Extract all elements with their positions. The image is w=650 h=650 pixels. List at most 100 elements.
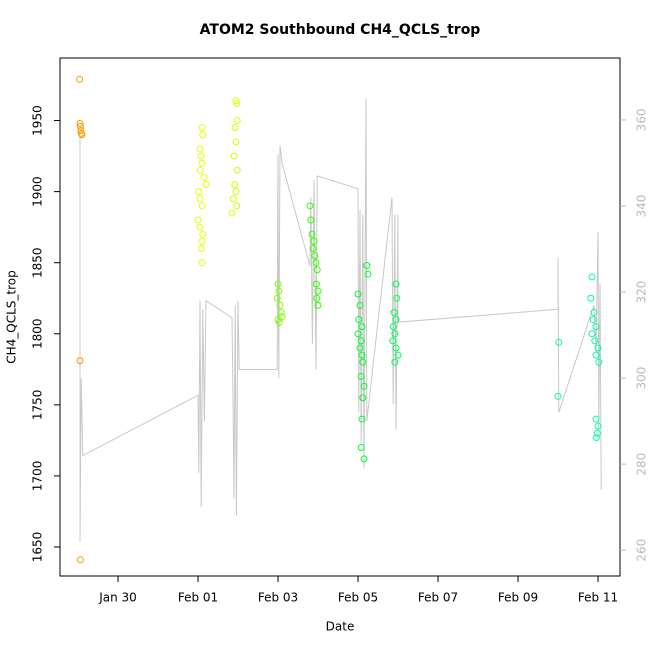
point [354, 330, 362, 338]
point [195, 188, 203, 196]
point [276, 301, 284, 309]
y-tick-label: 1850 [31, 247, 45, 278]
point [357, 443, 365, 451]
point [358, 323, 366, 331]
point [554, 392, 562, 400]
point [359, 358, 367, 366]
x-axis-label: Date [326, 620, 355, 634]
point [591, 337, 599, 345]
point [196, 195, 204, 203]
point [77, 129, 85, 137]
line [79, 98, 602, 542]
y-tick-label: 1700 [31, 461, 45, 492]
point [312, 280, 320, 288]
point [589, 316, 597, 324]
x-tick-label: Feb 05 [338, 591, 378, 605]
point [78, 131, 86, 139]
point [594, 344, 602, 352]
point [273, 294, 281, 302]
point [196, 166, 204, 174]
point [595, 358, 603, 366]
point [313, 266, 321, 274]
point [199, 131, 207, 139]
y-tick-label: 1650 [31, 532, 45, 563]
point [199, 230, 207, 238]
point [555, 338, 563, 346]
point [275, 287, 283, 295]
point [389, 323, 397, 331]
point [356, 301, 364, 309]
point [230, 152, 238, 160]
point [392, 316, 400, 324]
point [233, 99, 241, 107]
point [197, 152, 205, 160]
point [231, 181, 239, 189]
point [592, 323, 600, 331]
point [354, 290, 362, 298]
y-axis-label: CH4_QCLS_trop [5, 270, 19, 364]
point [359, 394, 367, 402]
point [76, 75, 84, 83]
point [232, 188, 240, 196]
point [357, 337, 365, 345]
point [394, 351, 402, 359]
point [314, 301, 322, 309]
point [198, 124, 206, 132]
point [76, 119, 84, 127]
point [77, 126, 85, 134]
point [307, 216, 315, 224]
point [389, 337, 397, 345]
point [590, 308, 598, 316]
point [194, 216, 202, 224]
chart-title: ATOM2 Southbound CH4_QCLS_trop [200, 22, 481, 38]
point [233, 166, 241, 174]
point [588, 330, 596, 338]
y2-tick-label: 340 [635, 195, 649, 218]
point [275, 318, 283, 326]
point [391, 330, 399, 338]
y2-tick-label: 300 [635, 367, 649, 390]
y2-tick-label: 260 [635, 539, 649, 562]
y-tick-label: 1800 [31, 319, 45, 350]
y2-tick-label: 320 [635, 281, 649, 304]
point [355, 316, 363, 324]
point [202, 181, 210, 189]
point [356, 344, 364, 352]
x-tick-label: Feb 03 [258, 591, 298, 605]
point [392, 344, 400, 352]
point [593, 429, 601, 437]
point [196, 145, 204, 153]
point [306, 202, 314, 210]
point [198, 202, 206, 210]
y-tick-label: 1750 [31, 390, 45, 421]
x-tick-label: Feb 07 [418, 591, 458, 605]
point [274, 280, 282, 288]
x-tick-label: Feb 09 [498, 591, 538, 605]
y-tick-label: 1900 [31, 176, 45, 207]
point [392, 280, 400, 288]
point [314, 287, 322, 295]
point [364, 270, 372, 278]
point [592, 415, 600, 423]
point [357, 372, 365, 380]
point [358, 351, 366, 359]
y2-tick-label: 280 [635, 453, 649, 476]
x-tick-label: Jan 30 [98, 591, 137, 605]
point [311, 252, 319, 260]
y-tick-label: 1950 [31, 105, 45, 136]
point [197, 244, 205, 252]
point [200, 173, 208, 181]
point [358, 415, 366, 423]
point [592, 434, 600, 442]
point [76, 122, 84, 130]
y2-tick-label: 360 [635, 109, 649, 132]
point [312, 259, 320, 267]
point [309, 244, 317, 252]
point [308, 230, 316, 238]
point [594, 422, 602, 430]
point [313, 294, 321, 302]
point [231, 124, 239, 132]
x-tick-label: Feb 11 [578, 591, 618, 605]
point [196, 223, 204, 231]
